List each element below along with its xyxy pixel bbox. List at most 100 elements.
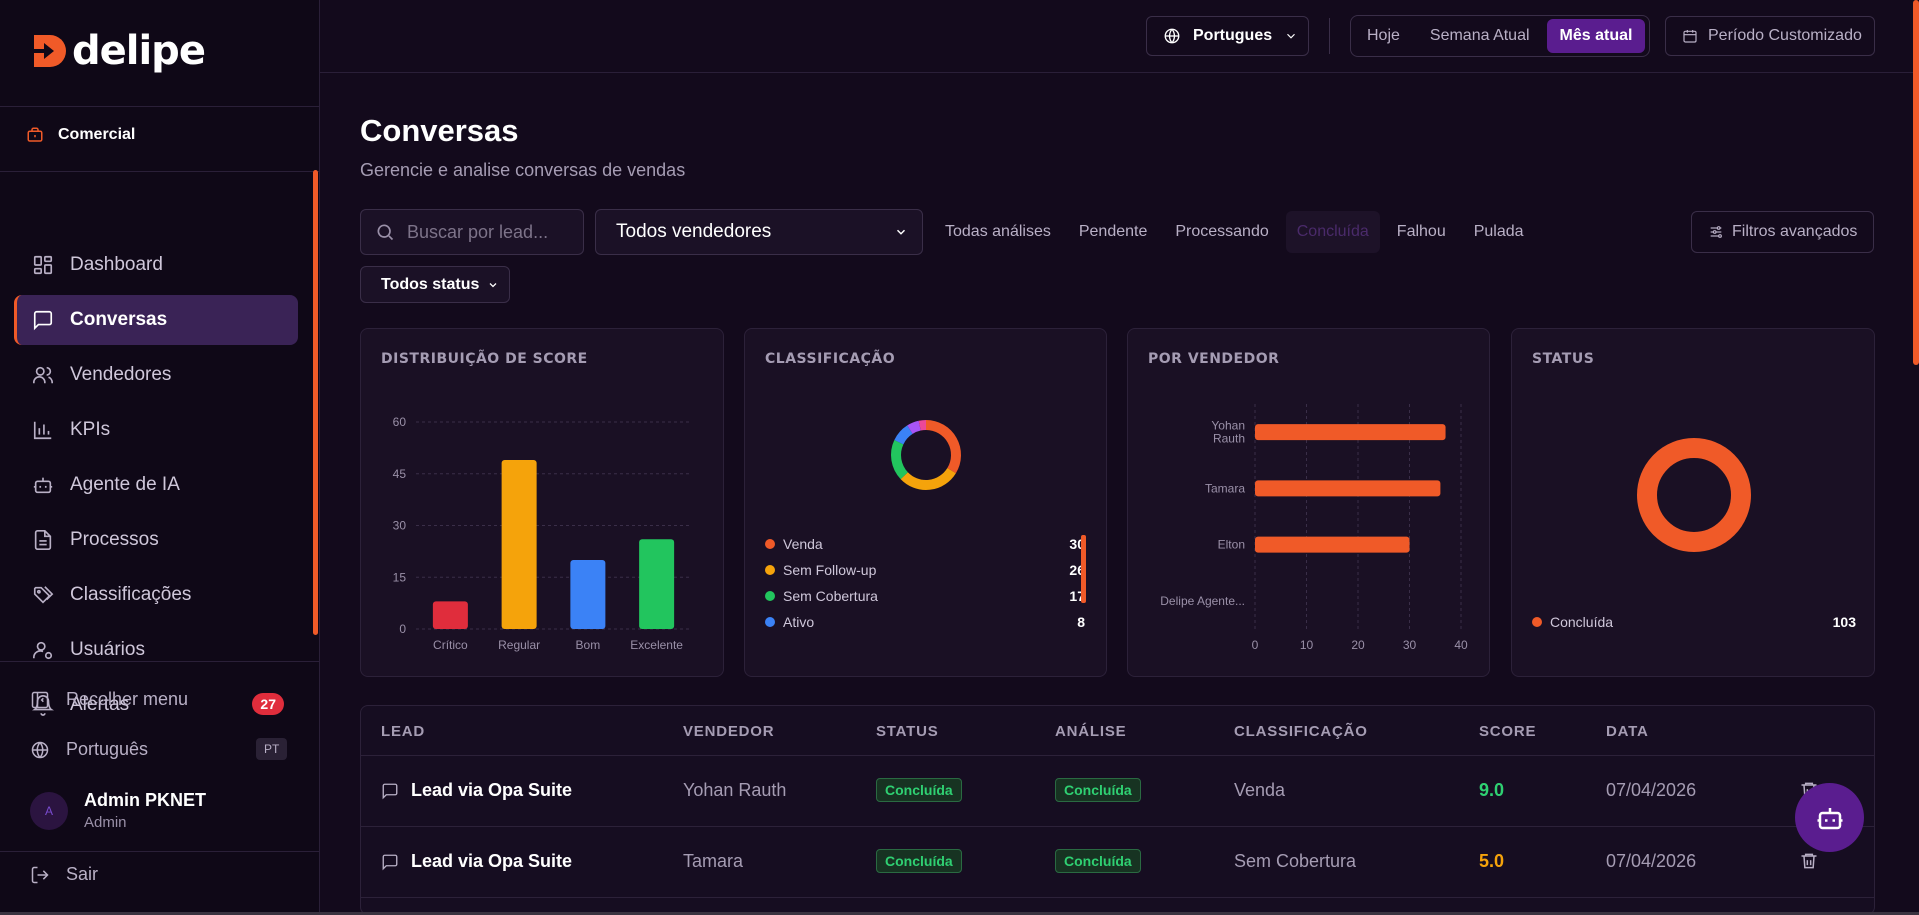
x-tick-label: 20 [1351,638,1365,652]
custom-period-button[interactable]: Período Customizado [1665,16,1875,56]
donut-slice [907,420,921,434]
legend-dot [765,591,775,601]
filter-falhou[interactable]: Falhou [1396,223,1446,240]
bar [432,601,468,629]
nav-item-processos[interactable]: Processos [14,515,298,565]
nav-label: Agente de IA [70,474,180,495]
column-header[interactable]: STATUS [876,723,939,740]
card-title: CLASSIFICAÇÃO [765,351,896,367]
nav-item-conversas[interactable]: Conversas [14,295,298,345]
collapse-label: Recolher menu [66,689,189,709]
legend-label: Sem Cobertura [783,588,878,604]
workspace-switcher[interactable]: Comercial [26,126,135,144]
column-header[interactable]: LEAD [381,723,426,740]
nav-item-classificacoes[interactable]: Classificações [14,570,298,620]
period-selector: Hoje Semana Atual Mês atual [1350,15,1650,57]
status-donut-chart [1637,438,1751,552]
y-tick-label: 15 [393,570,407,584]
x-tick-label: 10 [1300,638,1314,652]
legend-row: Ativo 8 [765,609,1085,635]
logout-button[interactable]: Sair [30,864,98,885]
search-input[interactable] [407,221,577,243]
chat-icon [33,310,53,331]
period-hoje[interactable]: Hoje [1367,27,1400,44]
bar [1255,424,1446,441]
nav-item-agente-ia[interactable]: Agente de IA [14,460,298,510]
column-header[interactable]: SCORE [1479,723,1537,740]
collapse-menu-button[interactable]: Recolher menu [30,689,188,710]
seller-select[interactable]: Todos vendedores [595,209,923,255]
nav-item-kpis[interactable]: KPIs [14,405,298,455]
divider [0,106,319,107]
lead-cell[interactable]: Lead via Opa Suite [381,851,572,872]
analysis-badge: Concluída [1055,778,1141,802]
sidebar-scrollbar[interactable] [313,170,318,635]
column-header[interactable]: DATA [1606,723,1649,740]
grid-icon [33,255,53,275]
legend-dot [765,539,775,549]
column-header[interactable]: ANÁLISE [1055,723,1127,740]
user-gear-icon [33,641,53,660]
globe-icon [31,741,49,758]
lead-cell[interactable]: Lead via Opa Suite [381,780,572,801]
legend-label: Concluída [1550,614,1614,630]
score-cell: 9.0 [1479,780,1505,800]
y-tick-label: 60 [393,415,407,429]
chevron-down-icon [489,282,497,287]
logout-icon [31,866,49,883]
y-tick-label: 45 [393,467,407,481]
filter-processando[interactable]: Processando [1175,223,1269,240]
score-cell: 5.0 [1479,851,1505,871]
legend-dot [765,565,775,575]
globe-icon [1164,28,1180,44]
x-tick-label: Bom [576,638,601,652]
bot-icon [33,477,53,494]
nav-item-vendedores[interactable]: Vendedores [14,350,298,400]
trash-icon[interactable] [1799,851,1819,871]
x-tick-label: Regular [498,638,540,652]
filter-concluida[interactable]: Concluída [1285,211,1380,253]
status-legend: Concluída 103 [1532,609,1856,635]
nav-item-alertas[interactable]: Alertas 27 [14,680,298,730]
avatar: A [30,791,68,830]
legend-label: Ativo [783,614,815,630]
legend-scrollbar[interactable] [1081,535,1086,603]
chevron-down-icon [1287,33,1296,39]
period-semana-atual[interactable]: Semana Atual [1429,27,1530,44]
nav-label: Processos [70,529,159,550]
nav-label: KPIs [70,419,111,440]
logo[interactable]: delipe [28,28,206,74]
table-row[interactable]: Lead via Opa Suite Tamara Concluída Conc… [361,827,1874,898]
donut-slice [894,425,913,445]
classification-cell: Venda [1234,780,1286,800]
legend-value: 103 [1832,614,1856,630]
column-header[interactable]: CLASSIFICAÇÃO [1234,723,1368,740]
filter-todas[interactable]: Todas análises [945,223,1051,240]
page-scrollbar[interactable] [1913,0,1919,365]
status-select[interactable]: Todos status [360,266,510,303]
legend-row: Sem Follow-up 26 [765,557,1085,583]
nav-item-dashboard[interactable]: Dashboard [14,240,298,290]
ai-assistant-button[interactable] [1795,783,1864,852]
language-switcher[interactable]: Português [30,739,148,760]
filter-pulada[interactable]: Pulada [1473,223,1524,240]
alert-count-badge: 27 [252,693,284,715]
per-seller-card: POR VENDEDOR 0 10 20 30 40 Yohan Rauth Tamara El… [1127,328,1490,677]
advanced-filters-button[interactable]: Filtros avançados [1691,211,1874,253]
nav-label: Vendedores [70,364,172,385]
x-tick-label: 30 [1403,638,1417,652]
nav-label: Conversas [70,309,168,330]
score-bar-chart: 0 15 30 45 60 Crítico Regular Bom Excelente [393,415,691,652]
language-dropdown[interactable]: Portugues [1146,16,1309,56]
table-row[interactable]: Lead via Opa Suite Yohan Rauth Concluída… [361,756,1874,827]
calendar-icon [1683,30,1697,43]
period-mes-atual[interactable]: Mês atual [1546,19,1646,53]
filter-pendente[interactable]: Pendente [1078,223,1148,240]
nav-item-usuarios[interactable]: Usuários [14,625,298,675]
collapse-icon [31,691,49,708]
classification-donut-chart [891,420,961,490]
language-label: Português [66,739,149,759]
column-header[interactable]: VENDEDOR [683,723,775,740]
user-profile[interactable]: A Admin PKNET Admin [30,790,206,831]
bar [570,560,606,629]
